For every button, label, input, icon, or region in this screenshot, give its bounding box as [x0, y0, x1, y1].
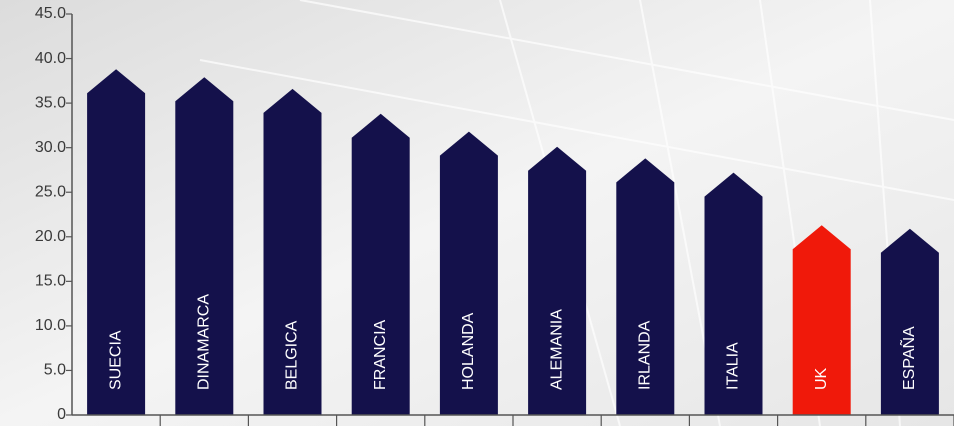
x-tick-label: UK — [813, 367, 830, 390]
x-tick-label: DINAMARCA — [196, 294, 213, 390]
bar — [87, 69, 146, 415]
background-grid — [199, 0, 954, 426]
x-tick-label: ALEMANIA — [548, 309, 565, 390]
x-tick-label: SUECIA — [107, 330, 124, 390]
bar — [439, 131, 498, 416]
bar — [704, 172, 763, 415]
y-tick-label: 20.0 — [35, 228, 66, 245]
y-tick-label: 0 — [57, 406, 66, 423]
x-tick-label: IRLANDA — [637, 320, 654, 390]
bar — [792, 225, 851, 415]
y-tick-label: 5.0 — [44, 362, 66, 379]
bar — [175, 77, 234, 415]
x-tick-label: FRANCIA — [372, 319, 389, 390]
y-tick-label: 10.0 — [35, 317, 66, 334]
y-tick-label: 45.0 — [35, 5, 66, 22]
y-tick-label: 40.0 — [35, 50, 66, 67]
y-tick-label: 15.0 — [35, 273, 66, 290]
bar — [528, 146, 587, 415]
x-tick-label: BELGICA — [284, 320, 301, 390]
bar — [351, 113, 410, 415]
x-tick-label: HOLANDA — [460, 312, 477, 390]
x-tick-label: ESPAÑA — [898, 326, 918, 390]
y-tick-label: 30.0 — [35, 139, 66, 156]
bar — [263, 88, 322, 415]
y-tick-label: 25.0 — [35, 183, 66, 200]
y-tick-label: 35.0 — [35, 94, 66, 111]
bar — [880, 228, 939, 415]
bar — [616, 158, 675, 416]
x-tick-label: ITALIA — [725, 342, 742, 390]
